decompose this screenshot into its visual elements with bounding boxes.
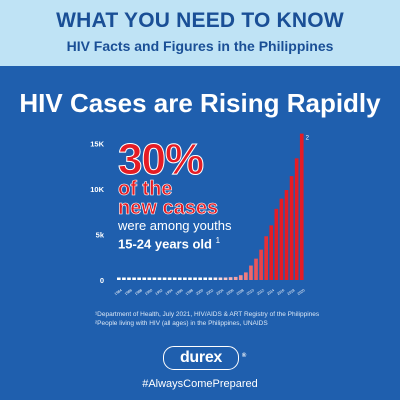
- bar-1991: [152, 277, 157, 280]
- bar-2012: [259, 249, 263, 280]
- bar-2002: [208, 277, 213, 280]
- x-tick-label: 1984: [114, 288, 123, 296]
- headline: HIV Cases are Rising Rapidly: [19, 88, 381, 118]
- x-tick-label: 1992: [154, 288, 163, 296]
- y-tick-label: 15K: [90, 140, 104, 149]
- bar-2004: [218, 277, 223, 280]
- bar-2003: [213, 277, 218, 280]
- x-tick-label: 1998: [185, 288, 194, 296]
- bar-1999: [193, 277, 197, 280]
- durex-logo: durex ®: [163, 346, 246, 370]
- x-tick-label: 2020: [297, 288, 306, 296]
- callout-line2: new cases: [118, 197, 219, 219]
- banner-subtitle: HIV Facts and Figures in the Philippines: [66, 38, 334, 54]
- stat-callout: 30% of the new cases were among youths 1…: [118, 135, 308, 251]
- bar-1992: [157, 277, 162, 280]
- logo-text: durex: [179, 349, 223, 366]
- callout-line4-text: 15-24 years old: [118, 236, 212, 252]
- bar-2016: [279, 198, 284, 280]
- x-tick-label: 2012: [256, 288, 265, 296]
- bar-2008: [238, 275, 243, 280]
- logo-reg-mark: ®: [241, 353, 246, 359]
- bar-2018: [289, 176, 294, 280]
- x-tick-label: 2000: [195, 288, 204, 296]
- bar-2013: [264, 236, 269, 280]
- bar-2000: [198, 277, 202, 280]
- bar-1987: [132, 277, 136, 280]
- bar-1985: [122, 277, 126, 280]
- x-tick-label: 1986: [124, 288, 133, 296]
- callout-percent: 30%: [118, 135, 205, 184]
- bar-2009: [244, 272, 248, 280]
- hashtag: #AlwaysComePrepared: [142, 378, 258, 390]
- x-tick-label: 2002: [205, 288, 214, 296]
- bar-1989: [142, 277, 147, 280]
- bar-2015: [274, 208, 279, 280]
- bar-1988: [137, 277, 141, 280]
- bar-2006: [228, 277, 233, 280]
- y-tick-label: 10K: [90, 185, 104, 194]
- callout-line4: 15-24 years old 1: [118, 233, 308, 251]
- bar-1995: [172, 277, 177, 280]
- callout-line1: of the: [118, 178, 173, 200]
- x-tick-label: 2006: [226, 288, 235, 296]
- x-tick-label: 1990: [144, 288, 153, 296]
- last-bar-footnote-mark: 2: [306, 136, 310, 142]
- callout-line3: were among youths: [118, 218, 232, 233]
- bar-1990: [147, 277, 152, 280]
- x-tick-label: 2014: [266, 288, 275, 296]
- bar-2007: [233, 276, 238, 280]
- top-banner: WHAT YOU NEED TO KNOW HIV Facts and Figu…: [0, 0, 400, 66]
- y-tick-label: 0: [100, 276, 104, 285]
- footnotes: ¹Department of Health, July 2021, HIV/AI…: [95, 310, 395, 328]
- bar-1993: [162, 277, 167, 280]
- y-tick-label: 5k: [96, 231, 105, 240]
- x-tick-label: 2018: [287, 288, 296, 296]
- callout-footnote-mark: 1: [215, 236, 221, 245]
- bar-2020: [299, 133, 304, 280]
- footnote-1: ¹Department of Health, July 2021, HIV/AI…: [95, 311, 320, 318]
- x-tick-label: 2008: [236, 288, 245, 296]
- x-tick-label: 2016: [276, 288, 285, 296]
- x-tick-label: 1994: [165, 288, 174, 296]
- bar-2010: [249, 265, 253, 280]
- bar-2014: [269, 225, 274, 280]
- bar-1998: [188, 277, 192, 280]
- bar-1996: [177, 277, 182, 280]
- x-tick-label: 1996: [175, 288, 184, 296]
- bar-1986: [127, 277, 131, 280]
- x-tick-label: 2010: [246, 288, 255, 296]
- bar-1984: [117, 277, 121, 280]
- x-tick-label: 1988: [134, 288, 143, 296]
- banner-title: WHAT YOU NEED TO KNOW: [56, 9, 344, 32]
- bar-2019: [294, 158, 299, 280]
- bar-2005: [223, 277, 228, 280]
- x-tick-label: 2004: [215, 288, 224, 296]
- bar-2011: [254, 258, 258, 280]
- bar-1994: [167, 277, 172, 280]
- bar-2017: [284, 190, 289, 280]
- footnote-2: ²People living with HIV (all ages) in th…: [95, 320, 268, 327]
- bar-2001: [203, 277, 208, 280]
- bar-1997: [183, 277, 187, 280]
